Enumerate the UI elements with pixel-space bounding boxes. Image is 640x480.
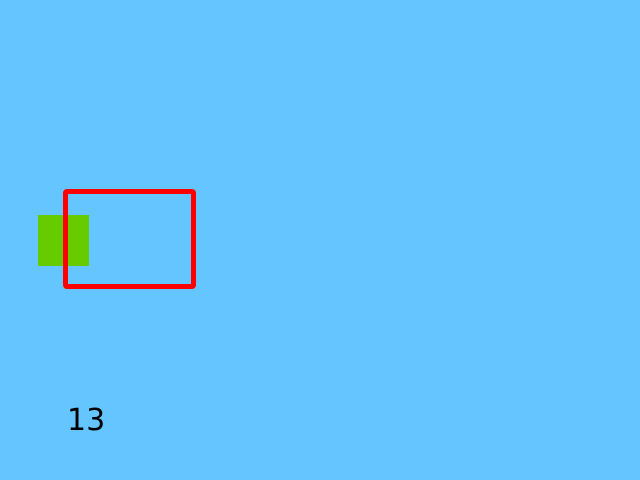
counter-label: 13 (67, 403, 106, 438)
red-selection-frame[interactable] (63, 189, 196, 289)
